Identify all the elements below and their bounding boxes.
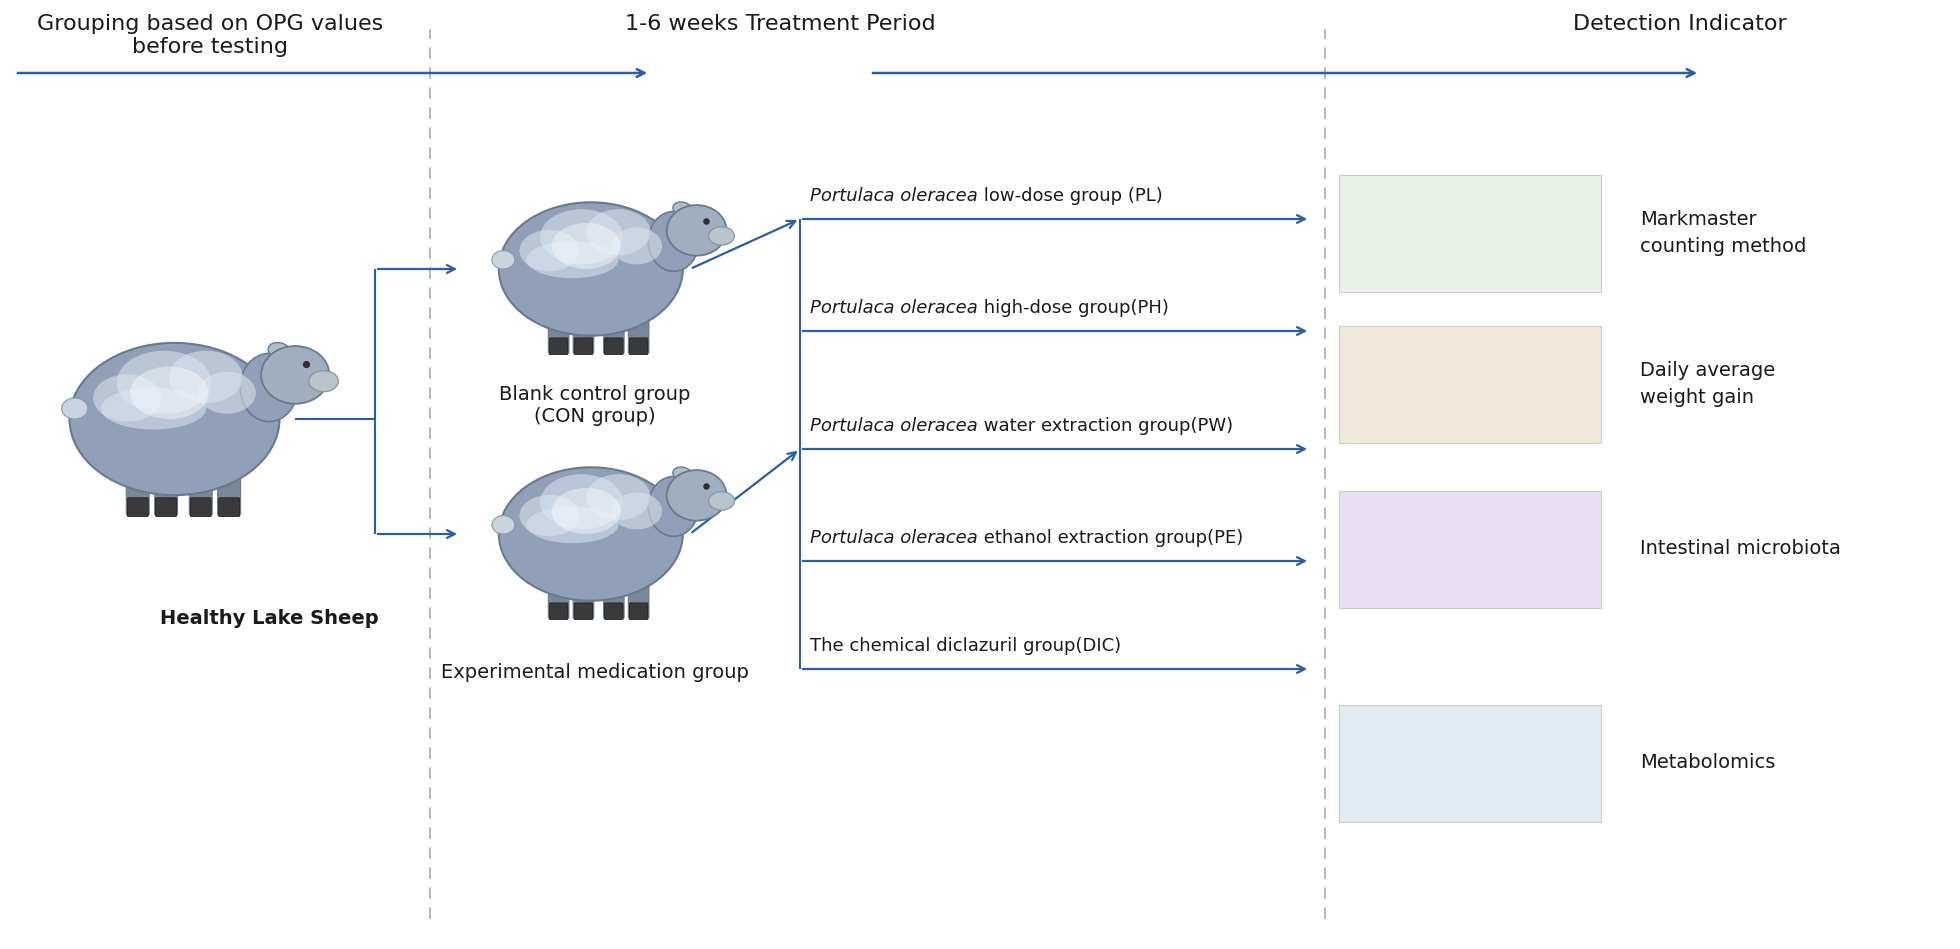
FancyBboxPatch shape <box>1339 704 1601 822</box>
Ellipse shape <box>551 488 621 534</box>
Text: Intestinal microbiota: Intestinal microbiota <box>1641 539 1840 559</box>
FancyBboxPatch shape <box>549 565 568 619</box>
Ellipse shape <box>612 493 662 530</box>
Ellipse shape <box>61 398 88 419</box>
Ellipse shape <box>492 251 515 269</box>
FancyBboxPatch shape <box>604 603 623 620</box>
FancyBboxPatch shape <box>549 299 568 354</box>
FancyBboxPatch shape <box>155 454 178 515</box>
Ellipse shape <box>94 374 161 421</box>
Ellipse shape <box>586 474 651 520</box>
FancyBboxPatch shape <box>1339 326 1601 442</box>
FancyBboxPatch shape <box>127 498 149 516</box>
Ellipse shape <box>310 371 339 392</box>
Ellipse shape <box>527 241 619 278</box>
Ellipse shape <box>492 515 515 534</box>
FancyBboxPatch shape <box>574 603 592 620</box>
Text: Healthy Lake Sheep: Healthy Lake Sheep <box>161 609 378 628</box>
FancyBboxPatch shape <box>629 565 649 619</box>
FancyBboxPatch shape <box>574 338 592 355</box>
FancyBboxPatch shape <box>629 299 649 354</box>
Text: ethanol extraction group(PE): ethanol extraction group(PE) <box>978 529 1243 547</box>
Text: Portulaca oleracea: Portulaca oleracea <box>809 529 978 547</box>
FancyBboxPatch shape <box>604 299 623 354</box>
Ellipse shape <box>198 372 257 414</box>
Text: Markmaster
counting method: Markmaster counting method <box>1641 211 1807 255</box>
Text: water extraction group(PW): water extraction group(PW) <box>978 417 1233 435</box>
Ellipse shape <box>69 343 280 495</box>
Ellipse shape <box>586 209 651 255</box>
Ellipse shape <box>672 467 692 481</box>
Text: The chemical diclazuril group(DIC): The chemical diclazuril group(DIC) <box>809 637 1121 655</box>
FancyBboxPatch shape <box>549 338 568 355</box>
FancyBboxPatch shape <box>604 565 623 619</box>
Ellipse shape <box>498 467 682 601</box>
FancyBboxPatch shape <box>629 338 649 355</box>
Text: Portulaca oleracea: Portulaca oleracea <box>809 299 978 317</box>
FancyBboxPatch shape <box>549 603 568 620</box>
Ellipse shape <box>666 470 727 521</box>
Text: Portulaca oleracea: Portulaca oleracea <box>809 187 978 205</box>
Ellipse shape <box>672 202 692 216</box>
Text: high-dose group(PH): high-dose group(PH) <box>978 299 1168 317</box>
Ellipse shape <box>498 202 682 336</box>
Ellipse shape <box>541 474 623 530</box>
FancyBboxPatch shape <box>1339 175 1601 291</box>
Ellipse shape <box>269 343 290 359</box>
Ellipse shape <box>710 227 735 245</box>
Ellipse shape <box>118 351 212 414</box>
Text: Experimental medication group: Experimental medication group <box>441 663 749 682</box>
FancyBboxPatch shape <box>572 299 594 354</box>
Ellipse shape <box>612 228 662 265</box>
Text: Daily average
weight gain: Daily average weight gain <box>1641 362 1776 407</box>
FancyBboxPatch shape <box>220 498 239 516</box>
Ellipse shape <box>649 212 700 271</box>
Text: Portulaca oleracea: Portulaca oleracea <box>809 417 978 435</box>
FancyBboxPatch shape <box>190 498 212 516</box>
Text: Detection Indicator: Detection Indicator <box>1574 14 1788 34</box>
Text: Grouping based on OPG values
before testing: Grouping based on OPG values before test… <box>37 14 382 57</box>
Text: Metabolomics: Metabolomics <box>1641 754 1776 772</box>
Ellipse shape <box>129 366 208 419</box>
Text: 1-6 weeks Treatment Period: 1-6 weeks Treatment Period <box>625 14 935 34</box>
FancyBboxPatch shape <box>604 338 623 355</box>
FancyBboxPatch shape <box>629 603 649 620</box>
Text: low-dose group (PL): low-dose group (PL) <box>978 187 1162 205</box>
FancyBboxPatch shape <box>1339 491 1601 607</box>
Ellipse shape <box>649 476 700 536</box>
Ellipse shape <box>551 223 621 269</box>
FancyBboxPatch shape <box>190 454 212 515</box>
FancyBboxPatch shape <box>218 454 241 515</box>
FancyBboxPatch shape <box>125 454 149 515</box>
Ellipse shape <box>102 387 206 430</box>
Ellipse shape <box>261 346 329 403</box>
Ellipse shape <box>519 230 580 271</box>
FancyBboxPatch shape <box>572 565 594 619</box>
Ellipse shape <box>527 507 619 543</box>
FancyBboxPatch shape <box>155 498 176 516</box>
Ellipse shape <box>241 353 298 421</box>
Ellipse shape <box>710 492 735 510</box>
Ellipse shape <box>541 209 623 265</box>
Text: Blank control group
(CON group): Blank control group (CON group) <box>500 385 690 426</box>
Ellipse shape <box>169 351 243 403</box>
Ellipse shape <box>519 494 580 536</box>
Ellipse shape <box>666 205 727 255</box>
